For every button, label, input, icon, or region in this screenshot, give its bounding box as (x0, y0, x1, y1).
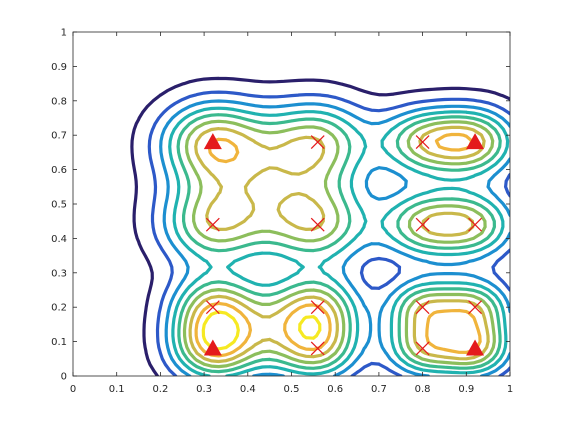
y-tick-label: 0.7 (51, 131, 67, 142)
x-tick-label: 0.5 (284, 384, 300, 395)
x-tick-label: 0.7 (371, 384, 387, 395)
cross-marker (310, 341, 325, 356)
plot-background (73, 32, 510, 376)
x-tick-label: 0.1 (109, 384, 125, 395)
triangle-marker (203, 339, 222, 356)
contour-level-1 (130, 76, 510, 376)
cross-marker (415, 217, 430, 232)
x-tick-label: 1 (507, 384, 513, 395)
contour-level-5 (176, 113, 502, 374)
contour-level-4 (168, 106, 510, 376)
y-tick-label: 0.1 (51, 337, 67, 348)
cross-marker (310, 135, 325, 150)
contour-level-2 (147, 90, 510, 376)
contour-level-7 (188, 125, 490, 364)
cross-marker (468, 300, 482, 315)
cross-marker (310, 300, 325, 315)
y-tick-label: 0.4 (51, 234, 67, 245)
cross-marker (205, 217, 220, 232)
x-tick-label: 0.8 (415, 384, 431, 395)
y-tick-label: 0 (61, 372, 67, 383)
x-tick-label: 0.2 (152, 384, 168, 395)
y-tick-label: 1 (61, 28, 67, 39)
contour-level-6 (182, 119, 496, 369)
y-tick-label: 0.5 (51, 200, 67, 211)
cross-marker (310, 217, 325, 232)
cross-marker (415, 300, 430, 315)
y-tick-label: 0.6 (51, 165, 67, 176)
triangle-marker (203, 133, 222, 150)
axes: 0 0.1 0.2 0.3 0.4 0.5 0.6 0.7 0.8 0.9 1 0 0.1 0.2 0.3 0… (51, 28, 513, 396)
triangle-marker (466, 339, 485, 356)
x-tick-label: 0 (70, 384, 76, 395)
y-tick-label: 0.3 (51, 268, 67, 279)
cross-marker (468, 217, 482, 232)
contour-level-3 (159, 99, 510, 376)
triangle-marker (466, 133, 485, 150)
x-tick-label: 0.9 (458, 384, 474, 395)
cross-marker (205, 300, 220, 315)
y-tick-label: 0.2 (51, 303, 67, 314)
marker-layer (203, 133, 485, 356)
y-tick-label: 0.9 (51, 62, 67, 73)
x-tick-label: 0.6 (327, 384, 343, 395)
x-tick-label: 0.4 (240, 384, 256, 395)
y-tick-label: 0.8 (51, 96, 67, 107)
contour-lines (130, 76, 510, 376)
x-tick-label: 0.3 (196, 384, 212, 395)
cross-marker (415, 135, 430, 150)
cross-marker (415, 341, 430, 356)
